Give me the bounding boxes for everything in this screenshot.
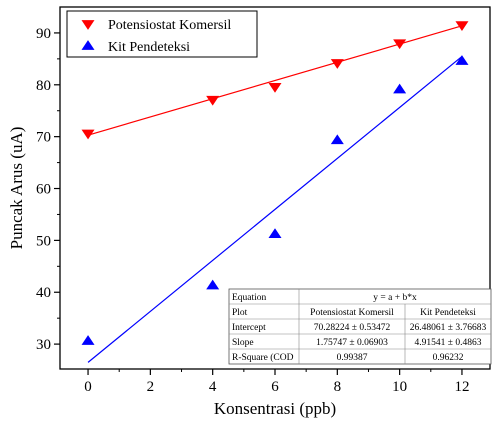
data-point-potensiostat — [455, 21, 469, 32]
x-tick-label: 0 — [84, 379, 92, 395]
data-point-potensiostat — [330, 59, 344, 69]
fit-table-row-header: R-Square (COD — [232, 352, 294, 363]
x-tick-label: 10 — [392, 379, 407, 395]
legend-label: Kit Pendeteksi — [108, 40, 190, 55]
data-point-kit — [206, 279, 220, 290]
fit-table-cell: Kit Pendeteksi — [420, 308, 476, 318]
legend-marker — [81, 40, 95, 50]
fit-table-cell: 0.96232 — [433, 353, 464, 363]
fit-table: Equation y = a + b*x Plot Potensiostat Kome… — [228, 288, 492, 365]
fit-table-row-header: Plot — [232, 308, 248, 318]
x-axis-label: Konsentrasi (ppb) — [214, 399, 336, 418]
x-tick-label: 4 — [209, 379, 217, 395]
y-tick-label: 60 — [36, 182, 51, 198]
x-tick-label: 8 — [334, 379, 342, 395]
fit-line-kit — [87, 55, 463, 363]
data-point-potensiostat — [206, 95, 220, 106]
fit-table-row-header: Slope — [232, 338, 254, 348]
legend-label: Potensiostat Komersil — [108, 18, 231, 33]
data-point-kit — [268, 228, 282, 239]
fit-table-cell: 4.91541 ± 0.4863 — [415, 338, 482, 348]
fit-table-row-header: Intercept — [232, 323, 266, 333]
data-point-kit — [393, 83, 407, 94]
fit-table-cell: 1.75747 ± 0.06903 — [316, 338, 388, 348]
data-point-potensiostat — [268, 82, 282, 93]
y-tick-label: 50 — [36, 233, 51, 249]
data-point-kit — [330, 134, 344, 145]
fit-table-cell: 0.99387 — [337, 353, 368, 363]
x-tick-label: 6 — [271, 379, 279, 395]
x-tick-label: 2 — [147, 379, 155, 395]
fit-table-equation: y = a + b*x — [373, 293, 417, 303]
y-axis-label: Puncak Arus (uA) — [7, 127, 26, 250]
fit-table-box — [228, 288, 492, 365]
fit-table-cell: 26.48061 ± 3.76683 — [410, 323, 487, 333]
y-tick-label: 40 — [36, 285, 51, 301]
data-point-potensiostat — [393, 39, 407, 50]
x-tick-label: 12 — [454, 379, 469, 395]
legend: Potensiostat Komersil Kit Pendeteksi — [66, 10, 258, 58]
fit-table-cell: Potensiostat Komersil — [310, 308, 394, 318]
legend-marker — [81, 20, 95, 30]
y-tick-label: 90 — [36, 26, 51, 42]
data-point-kit — [81, 335, 95, 345]
y-tick-label: 30 — [36, 337, 51, 353]
data-point-potensiostat — [81, 129, 95, 140]
y-tick-label: 80 — [36, 78, 51, 94]
fit-table-cell: 70.28224 ± 0.53472 — [314, 323, 391, 333]
y-tick-label: 70 — [36, 130, 51, 146]
fit-table-row-header: Equation — [232, 293, 267, 303]
legend-box — [66, 10, 258, 58]
data-point-kit — [455, 55, 469, 65]
